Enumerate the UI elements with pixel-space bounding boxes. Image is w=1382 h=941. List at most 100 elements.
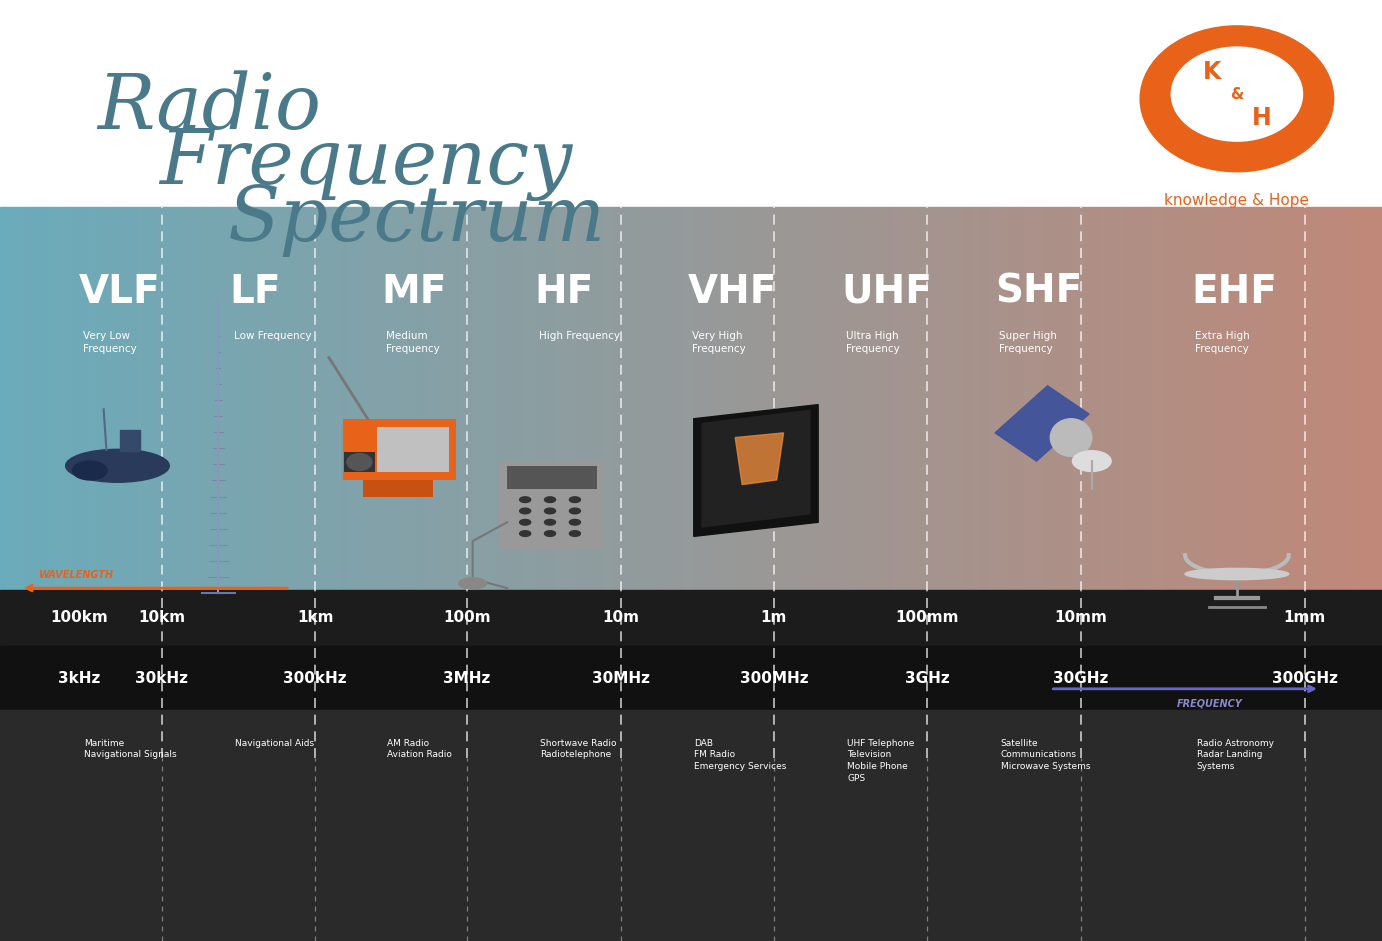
Bar (1164, 207, 1168, 758)
Ellipse shape (347, 454, 372, 470)
Text: 1mm: 1mm (1284, 610, 1325, 625)
Bar (404, 207, 408, 758)
Bar (159, 207, 163, 758)
Bar (730, 207, 732, 758)
Ellipse shape (1072, 451, 1111, 471)
Bar (307, 207, 311, 758)
Bar (449, 207, 453, 758)
Bar (235, 207, 239, 758)
Bar (343, 419, 456, 480)
Bar (590, 207, 594, 758)
Bar (882, 207, 884, 758)
Bar (387, 207, 390, 758)
Bar (719, 207, 721, 758)
Bar (113, 207, 117, 758)
Bar (822, 207, 825, 758)
Bar (1189, 207, 1191, 758)
Bar (256, 207, 258, 758)
Ellipse shape (65, 449, 169, 483)
Bar (574, 207, 578, 758)
Bar (857, 207, 860, 758)
Bar (51, 207, 55, 758)
Bar (357, 207, 359, 758)
Bar (684, 207, 688, 758)
Bar (813, 207, 815, 758)
Bar (799, 207, 802, 758)
Bar (1202, 207, 1205, 758)
Bar (1101, 207, 1106, 758)
Bar (650, 207, 652, 758)
Bar (860, 207, 864, 758)
Bar (1219, 207, 1223, 758)
Bar (315, 207, 318, 758)
Bar (1157, 207, 1161, 758)
Bar (1329, 207, 1334, 758)
Text: UHF Telephone
Television
Mobile Phone
GPS: UHF Telephone Television Mobile Phone GP… (847, 739, 915, 783)
Bar (3, 207, 7, 758)
Bar (276, 207, 279, 758)
Bar (795, 207, 797, 758)
Bar (1130, 207, 1133, 758)
Bar (1230, 207, 1233, 758)
Bar (1092, 207, 1095, 758)
Bar (35, 207, 39, 758)
Bar (1143, 207, 1147, 758)
Text: High Frequency: High Frequency (539, 331, 621, 342)
Bar (1267, 207, 1271, 758)
Bar (619, 207, 622, 758)
Polygon shape (735, 433, 784, 485)
Ellipse shape (569, 531, 580, 536)
Bar (546, 207, 549, 758)
Bar (477, 207, 480, 758)
Bar (777, 207, 781, 758)
Bar (539, 207, 542, 758)
Bar (1085, 207, 1089, 758)
Bar (76, 207, 79, 758)
Polygon shape (702, 410, 810, 527)
Text: HF: HF (535, 273, 594, 311)
Bar (28, 207, 30, 758)
Bar (1036, 207, 1039, 758)
Bar (39, 207, 41, 758)
Text: DAB
FM Radio
Emergency Services: DAB FM Radio Emergency Services (694, 739, 786, 772)
Bar (873, 207, 878, 758)
Bar (0, 646, 1382, 710)
Bar (148, 207, 152, 758)
Bar (974, 207, 977, 758)
Bar (1341, 207, 1343, 758)
Bar (104, 207, 106, 758)
Bar (417, 207, 422, 758)
Bar (62, 207, 65, 758)
Bar (141, 207, 145, 758)
Bar (871, 207, 873, 758)
Text: &: & (1230, 87, 1244, 102)
Bar (753, 207, 757, 758)
Ellipse shape (520, 497, 531, 502)
Ellipse shape (459, 578, 486, 589)
Bar (1140, 207, 1143, 758)
Bar (232, 207, 235, 758)
Bar (279, 207, 283, 758)
Bar (832, 207, 836, 758)
Bar (1172, 207, 1175, 758)
Bar (535, 207, 539, 758)
Bar (1285, 207, 1288, 758)
Bar (359, 207, 362, 758)
Bar (344, 452, 375, 472)
Bar (1324, 207, 1327, 758)
Bar (712, 207, 716, 758)
Bar (504, 207, 509, 758)
Bar (0, 207, 3, 758)
Polygon shape (995, 386, 1089, 461)
Bar (804, 207, 808, 758)
Bar (784, 207, 788, 758)
Ellipse shape (545, 497, 556, 502)
Bar (528, 207, 532, 758)
Bar (408, 207, 412, 758)
Bar (1357, 207, 1361, 758)
Bar (1365, 207, 1368, 758)
Bar (127, 207, 131, 758)
Bar (967, 207, 970, 758)
Bar (196, 207, 200, 758)
Bar (887, 207, 891, 758)
